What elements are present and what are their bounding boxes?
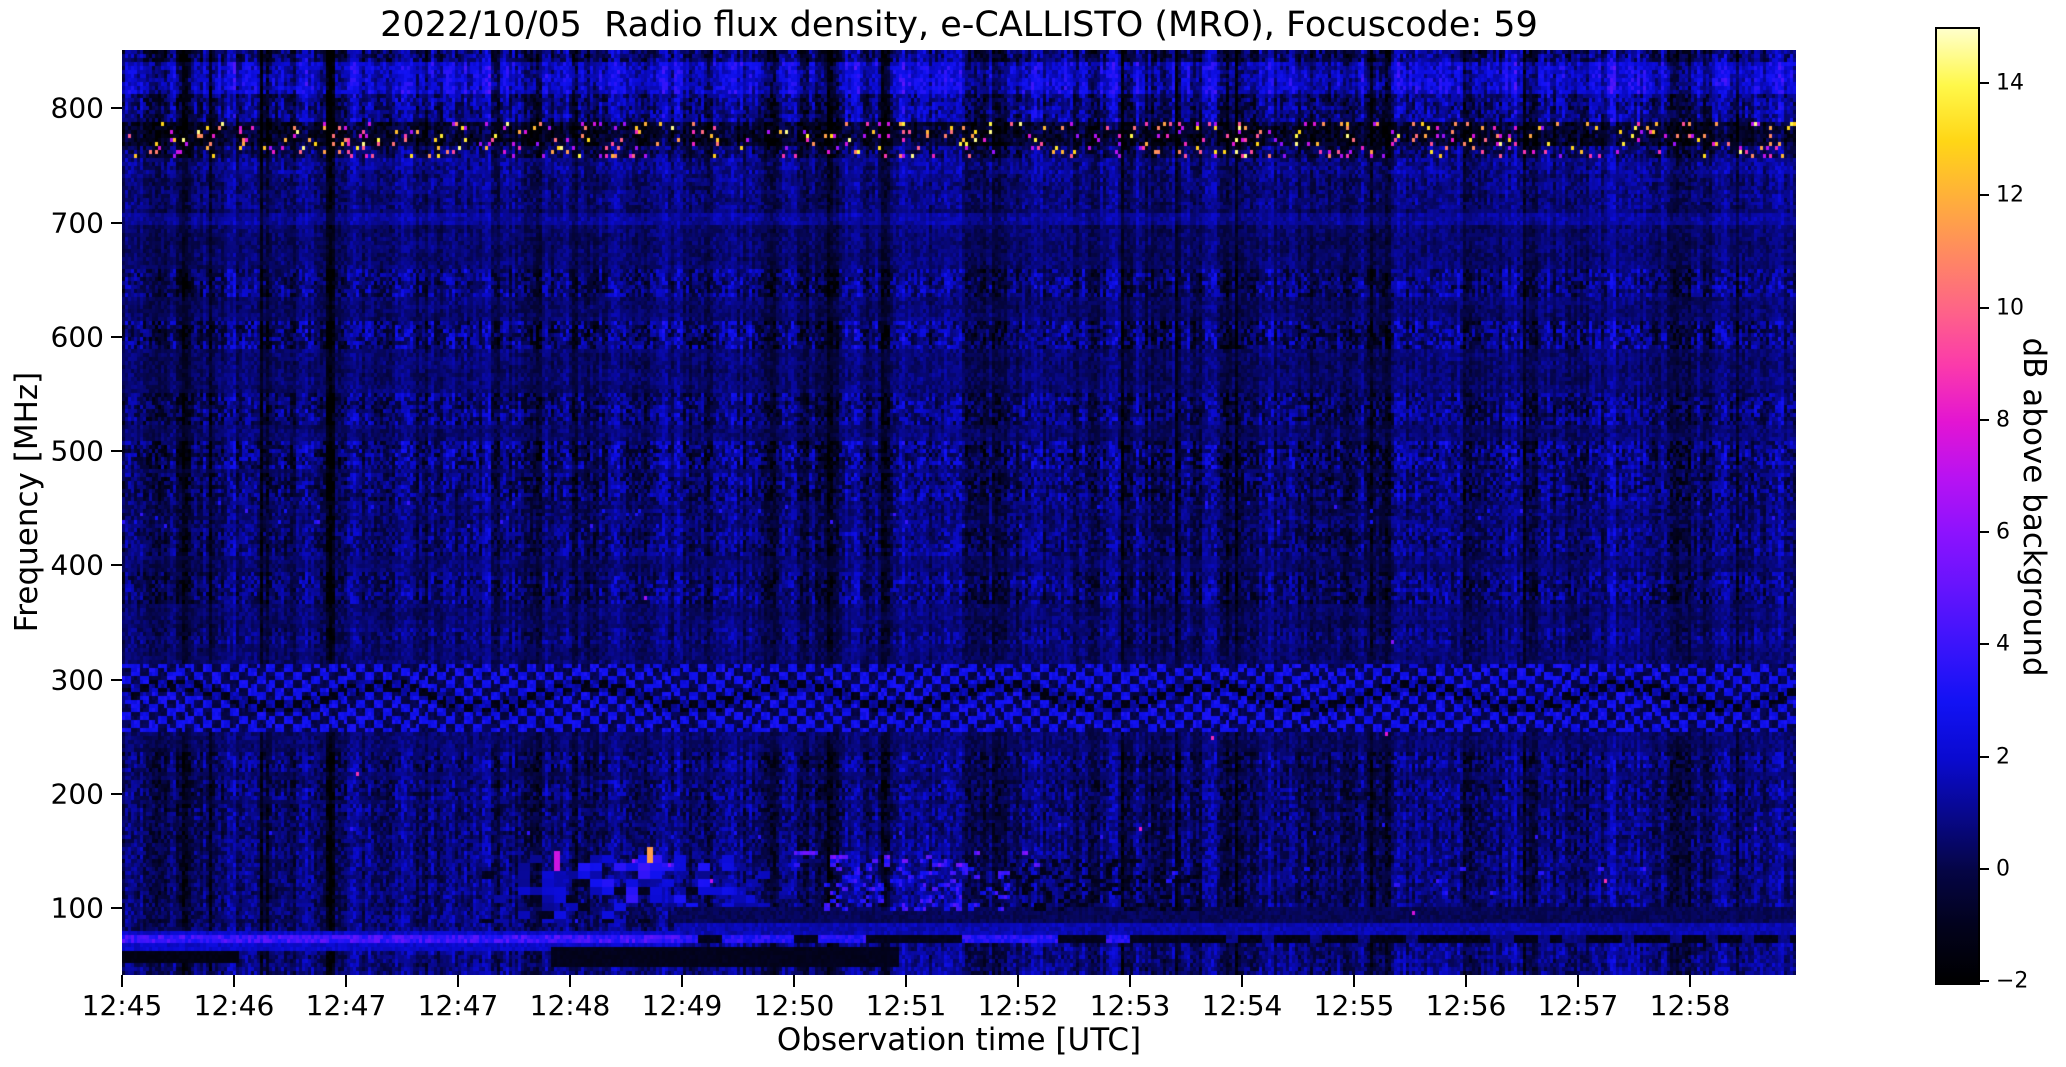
colorbar-tick-label: 14 [1996,70,2024,96]
y-tick-label: 300 [50,663,104,697]
plot-area [122,50,1796,975]
y-tick-mark [111,792,122,795]
x-tick-mark [1465,975,1467,987]
x-axis-label: Observation time [UTC] [776,1022,1142,1058]
x-tick-label: 12:45 [81,989,163,1022]
y-tick-mark [111,107,122,110]
colorbar-tick-label: 10 [1996,295,2024,321]
colorbar-tick-mark [1980,418,1989,421]
y-tick-label: 500 [50,434,104,468]
y-tick-mark [111,335,122,338]
y-tick-mark [111,907,122,910]
colorbar-tick-label: 2 [1996,744,2010,770]
colorbar-tick-label: 6 [1996,519,2010,545]
x-tick-label: 12:50 [753,989,835,1022]
colorbar-tick-mark [1980,867,1989,870]
y-axis-ticks: 800 700 600 500 400 300 200 100 [0,50,122,975]
x-tick-label: 12:49 [641,989,723,1022]
x-tick-label: 12:47 [305,989,387,1022]
x-tick-mark [569,975,571,987]
colorbar-tick-label: 12 [1996,182,2024,208]
y-tick-mark [111,450,122,453]
y-tick-label: 200 [50,777,104,811]
colorbar-tick-mark [1980,980,1989,982]
x-tick-label: 12:58 [1649,989,1731,1022]
x-tick-label: 12:57 [1537,989,1619,1022]
x-tick-mark [1129,975,1131,987]
y-tick-label: 700 [50,206,104,240]
colorbar-tick-mark [1980,643,1989,646]
colorbar-tick-label: 4 [1996,631,2010,657]
x-tick-label: 12:55 [1313,989,1395,1022]
x-tick-label: 12:51 [865,989,947,1022]
spectrogram-canvas [122,50,1796,975]
x-tick-label: 12:47 [417,989,499,1022]
y-tick-mark [111,221,122,224]
colorbar-ticks: 14 12 10 8 6 4 2 0 −2 [1980,27,2060,994]
colorbar-tick-mark [1980,82,1989,85]
colorbar-tick-mark [1980,755,1989,758]
colorbar-tick-mark [1980,531,1989,534]
x-tick-mark [457,975,459,987]
colorbar-tick-mark [1980,194,1989,197]
x-axis-ticks: 12:45 12:46 12:47 12:47 12:48 12:49 12:50 12:51… [82,975,1796,1035]
x-tick-label: 12:56 [1425,989,1507,1022]
y-tick-label: 400 [50,548,104,582]
x-tick-label: 12:46 [193,989,275,1022]
colorbar-gradient [1935,27,1980,985]
x-tick-mark [233,975,235,987]
chart-title: 2022/10/05 Radio flux density, e-CALLIST… [380,5,1538,45]
x-tick-mark [905,975,907,987]
colorbar-tick-label: 0 [1996,856,2010,882]
y-tick-label: 800 [50,91,104,125]
x-tick-label: 12:54 [1201,989,1283,1022]
x-tick-mark [1241,975,1243,987]
x-tick-label: 12:53 [1089,989,1171,1022]
colorbar-tick-label: 8 [1996,407,2010,433]
y-tick-mark [111,678,122,681]
x-tick-label: 12:52 [977,989,1059,1022]
x-tick-mark [121,975,123,987]
colorbar-tick-label: −2 [1996,968,2029,994]
x-tick-mark [345,975,347,987]
x-tick-mark [1353,975,1355,987]
x-tick-mark [1017,975,1019,987]
colorbar-label: dB above background [2016,337,2052,677]
y-tick-label: 100 [50,891,104,925]
x-tick-mark [681,975,683,987]
y-tick-label: 600 [50,320,104,354]
x-tick-mark [1577,975,1579,987]
colorbar-tick-mark [1980,306,1989,309]
x-tick-label: 12:48 [529,989,611,1022]
y-tick-mark [111,564,122,567]
x-tick-mark [793,975,795,987]
x-tick-mark [1689,975,1691,987]
